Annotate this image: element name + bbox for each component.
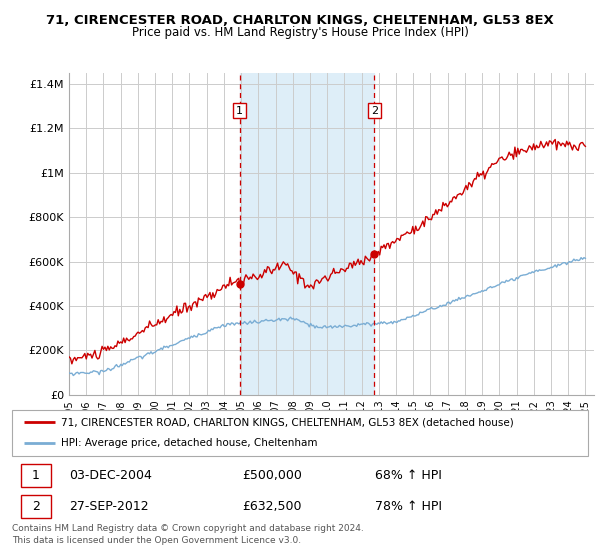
FancyBboxPatch shape (20, 494, 50, 518)
Text: 2: 2 (371, 105, 378, 115)
Text: £632,500: £632,500 (242, 500, 302, 513)
Text: 27-SEP-2012: 27-SEP-2012 (70, 500, 149, 513)
Text: 1: 1 (32, 469, 40, 482)
Text: 78% ↑ HPI: 78% ↑ HPI (375, 500, 442, 513)
Text: HPI: Average price, detached house, Cheltenham: HPI: Average price, detached house, Chel… (61, 438, 317, 449)
Text: Price paid vs. HM Land Registry's House Price Index (HPI): Price paid vs. HM Land Registry's House … (131, 26, 469, 39)
Text: 1: 1 (236, 105, 243, 115)
Text: £500,000: £500,000 (242, 469, 302, 482)
Text: 71, CIRENCESTER ROAD, CHARLTON KINGS, CHELTENHAM, GL53 8EX (detached house): 71, CIRENCESTER ROAD, CHARLTON KINGS, CH… (61, 417, 514, 427)
Text: 2: 2 (32, 500, 40, 513)
Text: This data is licensed under the Open Government Licence v3.0.: This data is licensed under the Open Gov… (12, 536, 301, 545)
Text: 71, CIRENCESTER ROAD, CHARLTON KINGS, CHELTENHAM, GL53 8EX: 71, CIRENCESTER ROAD, CHARLTON KINGS, CH… (46, 14, 554, 27)
Bar (240, 73, 374, 395)
Text: Contains HM Land Registry data © Crown copyright and database right 2024.: Contains HM Land Registry data © Crown c… (12, 524, 364, 533)
Text: 68% ↑ HPI: 68% ↑ HPI (375, 469, 442, 482)
FancyBboxPatch shape (20, 464, 50, 487)
Text: 03-DEC-2004: 03-DEC-2004 (70, 469, 152, 482)
